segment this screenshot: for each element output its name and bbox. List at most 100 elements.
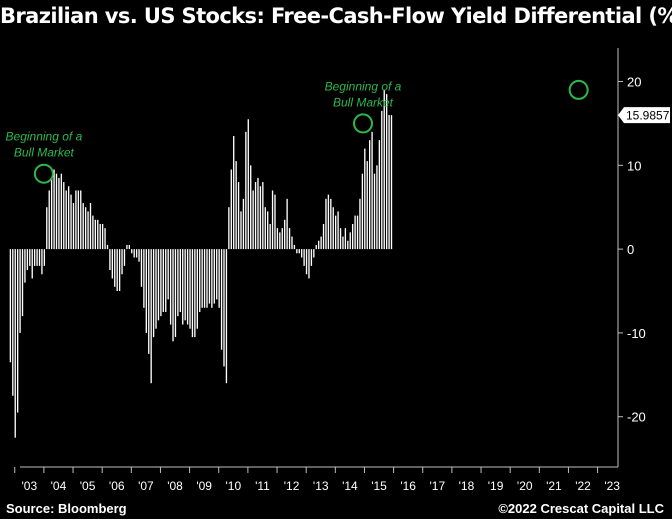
bar [208, 249, 211, 304]
bar [63, 182, 65, 250]
bar [126, 244, 128, 250]
bar [240, 211, 242, 250]
bar [305, 249, 308, 275]
bar [281, 228, 283, 250]
bar [55, 173, 58, 250]
bar [318, 240, 320, 250]
x-tick-label: '12 [284, 479, 300, 493]
bar [118, 249, 121, 292]
bar [284, 219, 286, 250]
bar [14, 249, 16, 438]
bar [233, 135, 235, 250]
annotation-circle [353, 113, 373, 134]
bar [366, 161, 368, 250]
y-tick-label: 20 [627, 75, 641, 90]
bar [322, 223, 325, 250]
annotation-text: Beginning of a [325, 79, 402, 93]
bar [77, 190, 80, 250]
bar [179, 249, 181, 312]
bar [361, 173, 364, 250]
copyright-label: ©2022 Crescat Capital LLC [498, 501, 664, 516]
bar [84, 207, 87, 250]
last-value-label: 15.9857 [626, 109, 670, 123]
bar [269, 223, 271, 250]
bar [24, 249, 26, 283]
axes: 20 10 0 -10 -20 '03 '04 '05 '06 '07 '08 '09 '10 '11 '1… [14, 48, 670, 493]
bar [31, 249, 33, 279]
bar [131, 249, 133, 254]
bar [279, 232, 281, 250]
bar [104, 228, 106, 250]
x-tick-label: '04 [51, 479, 67, 493]
bar [92, 215, 94, 250]
bar [21, 249, 24, 317]
x-tick-label: '09 [196, 479, 212, 493]
bar [385, 94, 388, 250]
bar [242, 198, 245, 250]
bar [72, 203, 75, 250]
bar [191, 249, 194, 338]
bar [335, 215, 337, 250]
bar [254, 182, 257, 250]
bar [116, 249, 118, 292]
bar [160, 249, 162, 317]
bar [276, 228, 279, 250]
bar [70, 194, 72, 250]
bar [111, 249, 113, 279]
bar [99, 223, 101, 250]
bar [152, 249, 155, 338]
bar [43, 249, 46, 266]
bar [19, 249, 21, 333]
bar [148, 249, 150, 354]
bar [378, 140, 381, 250]
y-tick-label: 10 [627, 158, 641, 173]
bar [128, 244, 130, 250]
bar [303, 249, 305, 266]
bar [189, 249, 191, 329]
bar [155, 249, 157, 329]
x-tick-label: '13 [313, 479, 329, 493]
bar [237, 182, 240, 250]
bar [97, 219, 99, 250]
bar [298, 249, 300, 254]
bar [286, 198, 288, 250]
bar [383, 89, 385, 250]
bar [230, 169, 232, 250]
source-label: Source: Bloomberg [6, 501, 127, 516]
bar [315, 244, 317, 250]
bar [121, 249, 123, 275]
bar [349, 232, 351, 250]
bar [359, 198, 361, 250]
bar-series [9, 89, 393, 438]
bar [247, 119, 249, 250]
bar [203, 249, 206, 308]
bar [135, 249, 138, 258]
bar [33, 249, 36, 266]
bar [296, 249, 298, 254]
bar [87, 211, 89, 250]
bar [60, 173, 63, 250]
bar [364, 148, 366, 250]
chart-title: Brazilian vs. US Stocks: Free-Cash-Flow … [0, 4, 672, 28]
bar [58, 177, 60, 250]
x-tick-label: '14 [342, 479, 358, 493]
x-tick-label: '11 [255, 479, 270, 493]
bar [82, 203, 84, 250]
bar [368, 140, 371, 250]
bar [342, 236, 344, 250]
annotation-text: Beginning of a [6, 130, 83, 144]
bar [228, 207, 230, 250]
bar [339, 228, 342, 250]
bar [194, 249, 196, 338]
bar [390, 115, 393, 250]
x-tick-label: '16 [400, 479, 416, 493]
bar [327, 194, 330, 250]
bar [259, 186, 262, 250]
bar [145, 249, 147, 333]
x-tick-label: '10 [225, 479, 241, 493]
bar [140, 249, 143, 287]
annotation-circle [568, 79, 589, 100]
bar [29, 249, 31, 266]
bar [177, 249, 179, 317]
